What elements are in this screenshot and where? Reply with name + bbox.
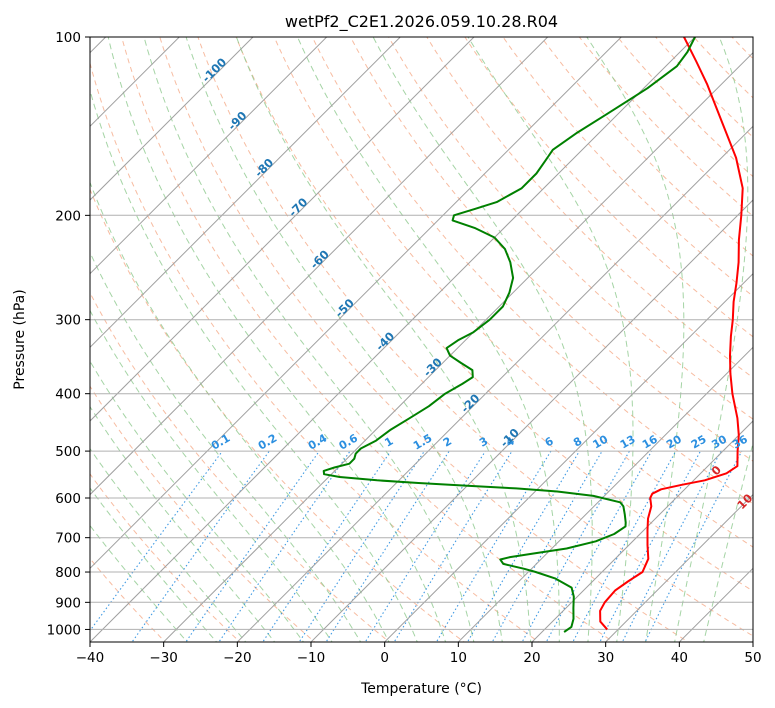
dry-adiabat [90, 61, 540, 642]
moist-adiabat [90, 181, 390, 642]
isotherm [90, 37, 549, 496]
moist-adiabat [586, 37, 685, 642]
x-tick-label: −20 [223, 650, 252, 666]
moist-adiabat [235, 37, 532, 642]
mixing-ratio-line [131, 450, 270, 642]
x-axis: −40 −30 −20 −10 0 10 20 30 40 50 [76, 642, 762, 666]
background-lines [90, 37, 753, 642]
isotherm [531, 420, 753, 642]
moist-adiabat [90, 251, 362, 642]
y-tick-label: 700 [55, 531, 81, 547]
moist-adiabat [90, 360, 305, 642]
mixing-ratio-line [298, 450, 425, 642]
series-layer [322, 37, 744, 633]
x-tick-label: 40 [671, 650, 688, 666]
y-tick-label: 1000 [47, 622, 81, 638]
dry-adiabat [464, 37, 753, 338]
x-axis-label: Temperature (°C) [360, 681, 482, 697]
mixing-ratio-line [325, 450, 450, 642]
isotherm [90, 37, 328, 275]
moist-adiabat [90, 405, 276, 642]
x-tick-label: 30 [597, 650, 614, 666]
isotherm [90, 37, 402, 349]
y-tick-label: 100 [55, 30, 81, 46]
mixing-ratio-line [621, 450, 722, 642]
moist-adiabat [143, 37, 475, 642]
isotherm [90, 37, 696, 642]
isotherm [90, 37, 254, 201]
y-tick-label: 500 [55, 444, 81, 460]
mixing-ratio-line [393, 450, 513, 642]
x-tick-label: 0 [380, 650, 389, 666]
x-tick-label: −30 [149, 650, 178, 666]
moist-adiabat [90, 88, 418, 642]
x-tick-label: 20 [523, 650, 540, 666]
mixing-ratio-line [90, 450, 223, 632]
moist-adiabat [107, 37, 447, 642]
mixing-ratio-line [466, 450, 580, 642]
dewpoint-profile [322, 37, 696, 633]
moist-adiabat [90, 447, 247, 642]
plot-frame [89, 36, 754, 643]
moist-adiabat [703, 441, 753, 642]
x-tick-label: −10 [297, 650, 326, 666]
grid-lines [90, 37, 753, 642]
y-tick-label: 900 [55, 595, 81, 611]
x-tick-label: −40 [76, 650, 105, 666]
isotherm [383, 272, 753, 642]
y-tick-label: 200 [55, 208, 81, 224]
moist-adiabat [296, 37, 560, 642]
x-tick-label: 10 [450, 650, 467, 666]
dry-adiabat [90, 473, 241, 642]
moist-adiabat [674, 37, 749, 642]
mixing-ratio-line [262, 450, 392, 642]
isotherm [457, 346, 753, 642]
dry-adiabat [197, 37, 753, 637]
y-axis: 100 200 300 400 500 600 700 800 900 1000 [47, 30, 90, 638]
moist-adiabat [372, 37, 593, 642]
dry-adiabat [159, 37, 690, 642]
dry-adiabat [90, 188, 465, 642]
chart-title: wetPf2_C2E1.2026.059.10.28.R04 [285, 12, 558, 32]
isotherm [236, 125, 753, 642]
isotherm [310, 199, 753, 642]
y-tick-label: 300 [55, 313, 81, 329]
dry-adiabat [349, 37, 753, 462]
isotherm [90, 37, 623, 570]
y-tick-label: 400 [55, 387, 81, 403]
temperature-profile [599, 37, 744, 631]
moist-adiabat [467, 37, 634, 642]
mixing-ratio-line [599, 450, 701, 642]
moist-adiabat [90, 487, 218, 642]
mixing-ratio-line [218, 450, 351, 642]
isotherm [604, 493, 753, 642]
mixing-ratio-line [185, 450, 320, 642]
y-tick-label: 800 [55, 565, 81, 581]
moist-adiabat [90, 524, 188, 642]
y-axis-label: Pressure (hPa) [12, 289, 28, 389]
isotherm [90, 37, 475, 422]
y-tick-label: 600 [55, 491, 81, 507]
moist-adiabat [185, 37, 503, 642]
x-tick-label: 50 [744, 650, 761, 666]
dry-adiabat [311, 37, 753, 505]
